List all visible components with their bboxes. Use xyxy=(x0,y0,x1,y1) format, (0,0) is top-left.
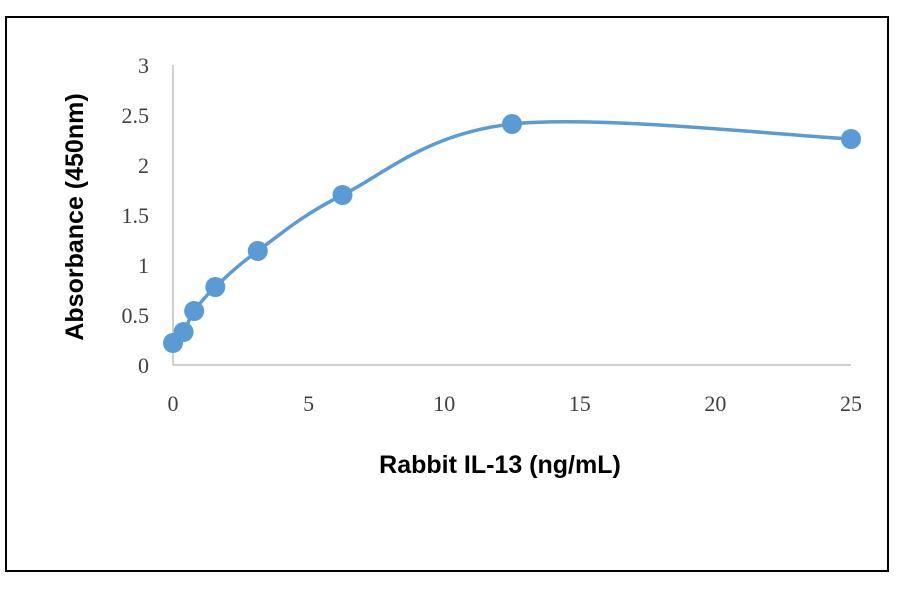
tick-labels: 0 0.5 1 1.5 2 2.5 3 0 5 10 15 20 25 xyxy=(122,53,863,416)
y-tick-label: 0.5 xyxy=(122,303,150,328)
series-line xyxy=(171,119,852,345)
data-points xyxy=(163,114,861,353)
x-axis-title: Rabbit IL-13 (ng/mL) xyxy=(379,451,621,479)
x-tick-label: 15 xyxy=(569,391,591,416)
y-tick-label: 1 xyxy=(138,253,149,278)
y-tick-label: 3 xyxy=(138,53,149,78)
x-tick-label: 0 xyxy=(168,391,179,416)
data-point xyxy=(502,114,522,134)
data-point xyxy=(205,277,226,297)
x-tick-label: 20 xyxy=(704,391,726,416)
y-tick-label: 2 xyxy=(138,153,149,178)
y-axis-title: Absorbance (450nm) xyxy=(61,93,89,340)
data-point xyxy=(247,241,268,261)
standard-curve-chart: 0 0.5 1 1.5 2 2.5 3 0 5 10 15 20 25 Rabbit IL-13 (ng… xyxy=(61,53,863,479)
y-tick-label: 0 xyxy=(138,353,149,378)
y-tick-label: 2.5 xyxy=(122,103,150,128)
y-tick-label: 1.5 xyxy=(122,203,150,228)
x-tick-label: 25 xyxy=(840,391,862,416)
axes xyxy=(172,65,851,366)
chart-frame: 0 0.5 1 1.5 2 2.5 3 0 5 10 15 20 25 Rabbit IL-13 (ng… xyxy=(5,16,889,572)
data-point xyxy=(173,322,194,342)
data-point xyxy=(184,301,205,321)
x-tick-label: 5 xyxy=(303,391,314,416)
x-tick-label: 10 xyxy=(433,391,455,416)
data-point xyxy=(332,185,353,205)
data-point xyxy=(841,129,861,149)
